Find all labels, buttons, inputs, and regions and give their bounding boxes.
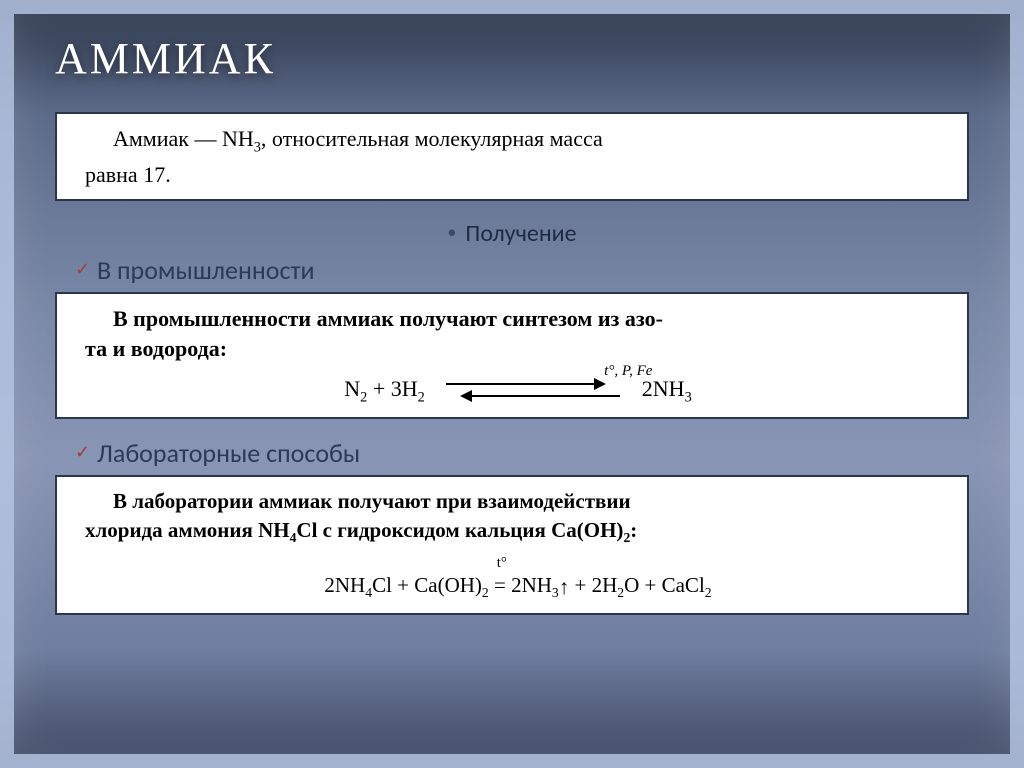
eq1-plus: + bbox=[367, 376, 390, 401]
eq2-rhs3-sub: 2 bbox=[705, 586, 712, 601]
industrial-equation: N2 + 3H2 t°, P, Fe 2NH3 bbox=[85, 374, 951, 408]
intro-text-suffix: , относительная молекулярная масса bbox=[261, 126, 603, 151]
lab-text-1: В лаборатории аммиак получают при взаимо… bbox=[113, 489, 631, 513]
eq2-rhs1: NH bbox=[522, 573, 552, 597]
arrow-conditions: t°, P, Fe bbox=[533, 361, 723, 381]
eq2-rhs3: CaCl bbox=[662, 573, 705, 597]
eq2-rhs1-coef: 2 bbox=[511, 573, 522, 597]
eq2-lhs2-sub: 2 bbox=[482, 586, 489, 601]
intro-text-prefix: Аммиак — NH bbox=[113, 126, 254, 151]
eq1-h: H bbox=[402, 376, 418, 401]
eq2-rhs2-coef: 2 bbox=[592, 573, 603, 597]
laboratory-box: В лаборатории аммиак получают при взаимо… bbox=[55, 475, 969, 615]
eq2-plus1: + bbox=[392, 573, 414, 597]
eq2-lhs1-coef: 2 bbox=[324, 573, 335, 597]
intro-definition-box: Аммиак — NH3, относительная молекулярная… bbox=[55, 112, 969, 201]
subtitle-row: Получение bbox=[35, 219, 989, 248]
eq2-lhs1-tail: Cl bbox=[372, 573, 392, 597]
eq2-plus3: + bbox=[639, 573, 661, 597]
eq1-n: N bbox=[344, 376, 360, 401]
industrial-line-2: та и водорода: bbox=[85, 334, 951, 364]
eq2-lhs2: Ca(OH) bbox=[414, 573, 482, 597]
industrial-text-1: В промышленности аммиак получают синтезо… bbox=[113, 306, 663, 331]
eq2-rhs2: H bbox=[602, 573, 617, 597]
gas-arrow-icon: ↑ bbox=[559, 573, 570, 601]
intro-sub3: 3 bbox=[254, 139, 261, 155]
lab-l2-prefix: хлорида аммония NH bbox=[85, 518, 290, 542]
laboratory-equation: 2NH4Cl + Ca(OH)2t° = 2NH3↑ + 2H2O + CaCl… bbox=[85, 571, 951, 603]
slide-content: АММИАК Аммиак — NH3, относительная молек… bbox=[35, 25, 989, 743]
eq2-cond-text: t° bbox=[497, 555, 507, 571]
eq2-equals: = bbox=[489, 573, 511, 597]
intro-line-1: Аммиак — NH3, относительная молекулярная… bbox=[85, 124, 951, 158]
intro-line-2: равна 17. bbox=[85, 160, 951, 190]
eq2-lhs1: NH bbox=[335, 573, 365, 597]
industrial-box: В промышленности аммиак получают синтезо… bbox=[55, 292, 969, 419]
section-label-laboratory: Лабораторные способы bbox=[75, 437, 989, 469]
arrow-backward-icon bbox=[470, 395, 620, 397]
subtitle-obtaining: Получение bbox=[447, 219, 576, 248]
eq2-rhs1-sub: 3 bbox=[552, 586, 559, 601]
lab-line-1: В лаборатории аммиак получают при взаимо… bbox=[85, 487, 951, 515]
page-title: АММИАК bbox=[55, 33, 989, 84]
lab-line-2: хлорида аммония NH4Cl с гидроксидом каль… bbox=[85, 516, 951, 548]
eq2-rhs2-tail: O bbox=[624, 573, 639, 597]
eq1-h-coef: 3 bbox=[391, 376, 402, 401]
lab-l2-mid: Cl с гидроксидом кальция Ca(OH) bbox=[296, 518, 623, 542]
lab-l2-suffix: : bbox=[630, 518, 637, 542]
industrial-line-1: В промышленности аммиак получают синтезо… bbox=[85, 304, 951, 334]
eq1-rhs-sub: 3 bbox=[685, 389, 692, 405]
section-label-industrial: В промышленности bbox=[75, 254, 989, 286]
arrow-forward-icon bbox=[446, 383, 596, 385]
reversible-arrow-icon: t°, P, Fe bbox=[438, 375, 628, 407]
eq2-plus2: + bbox=[569, 573, 591, 597]
eq1-h-sub: 2 bbox=[418, 389, 425, 405]
